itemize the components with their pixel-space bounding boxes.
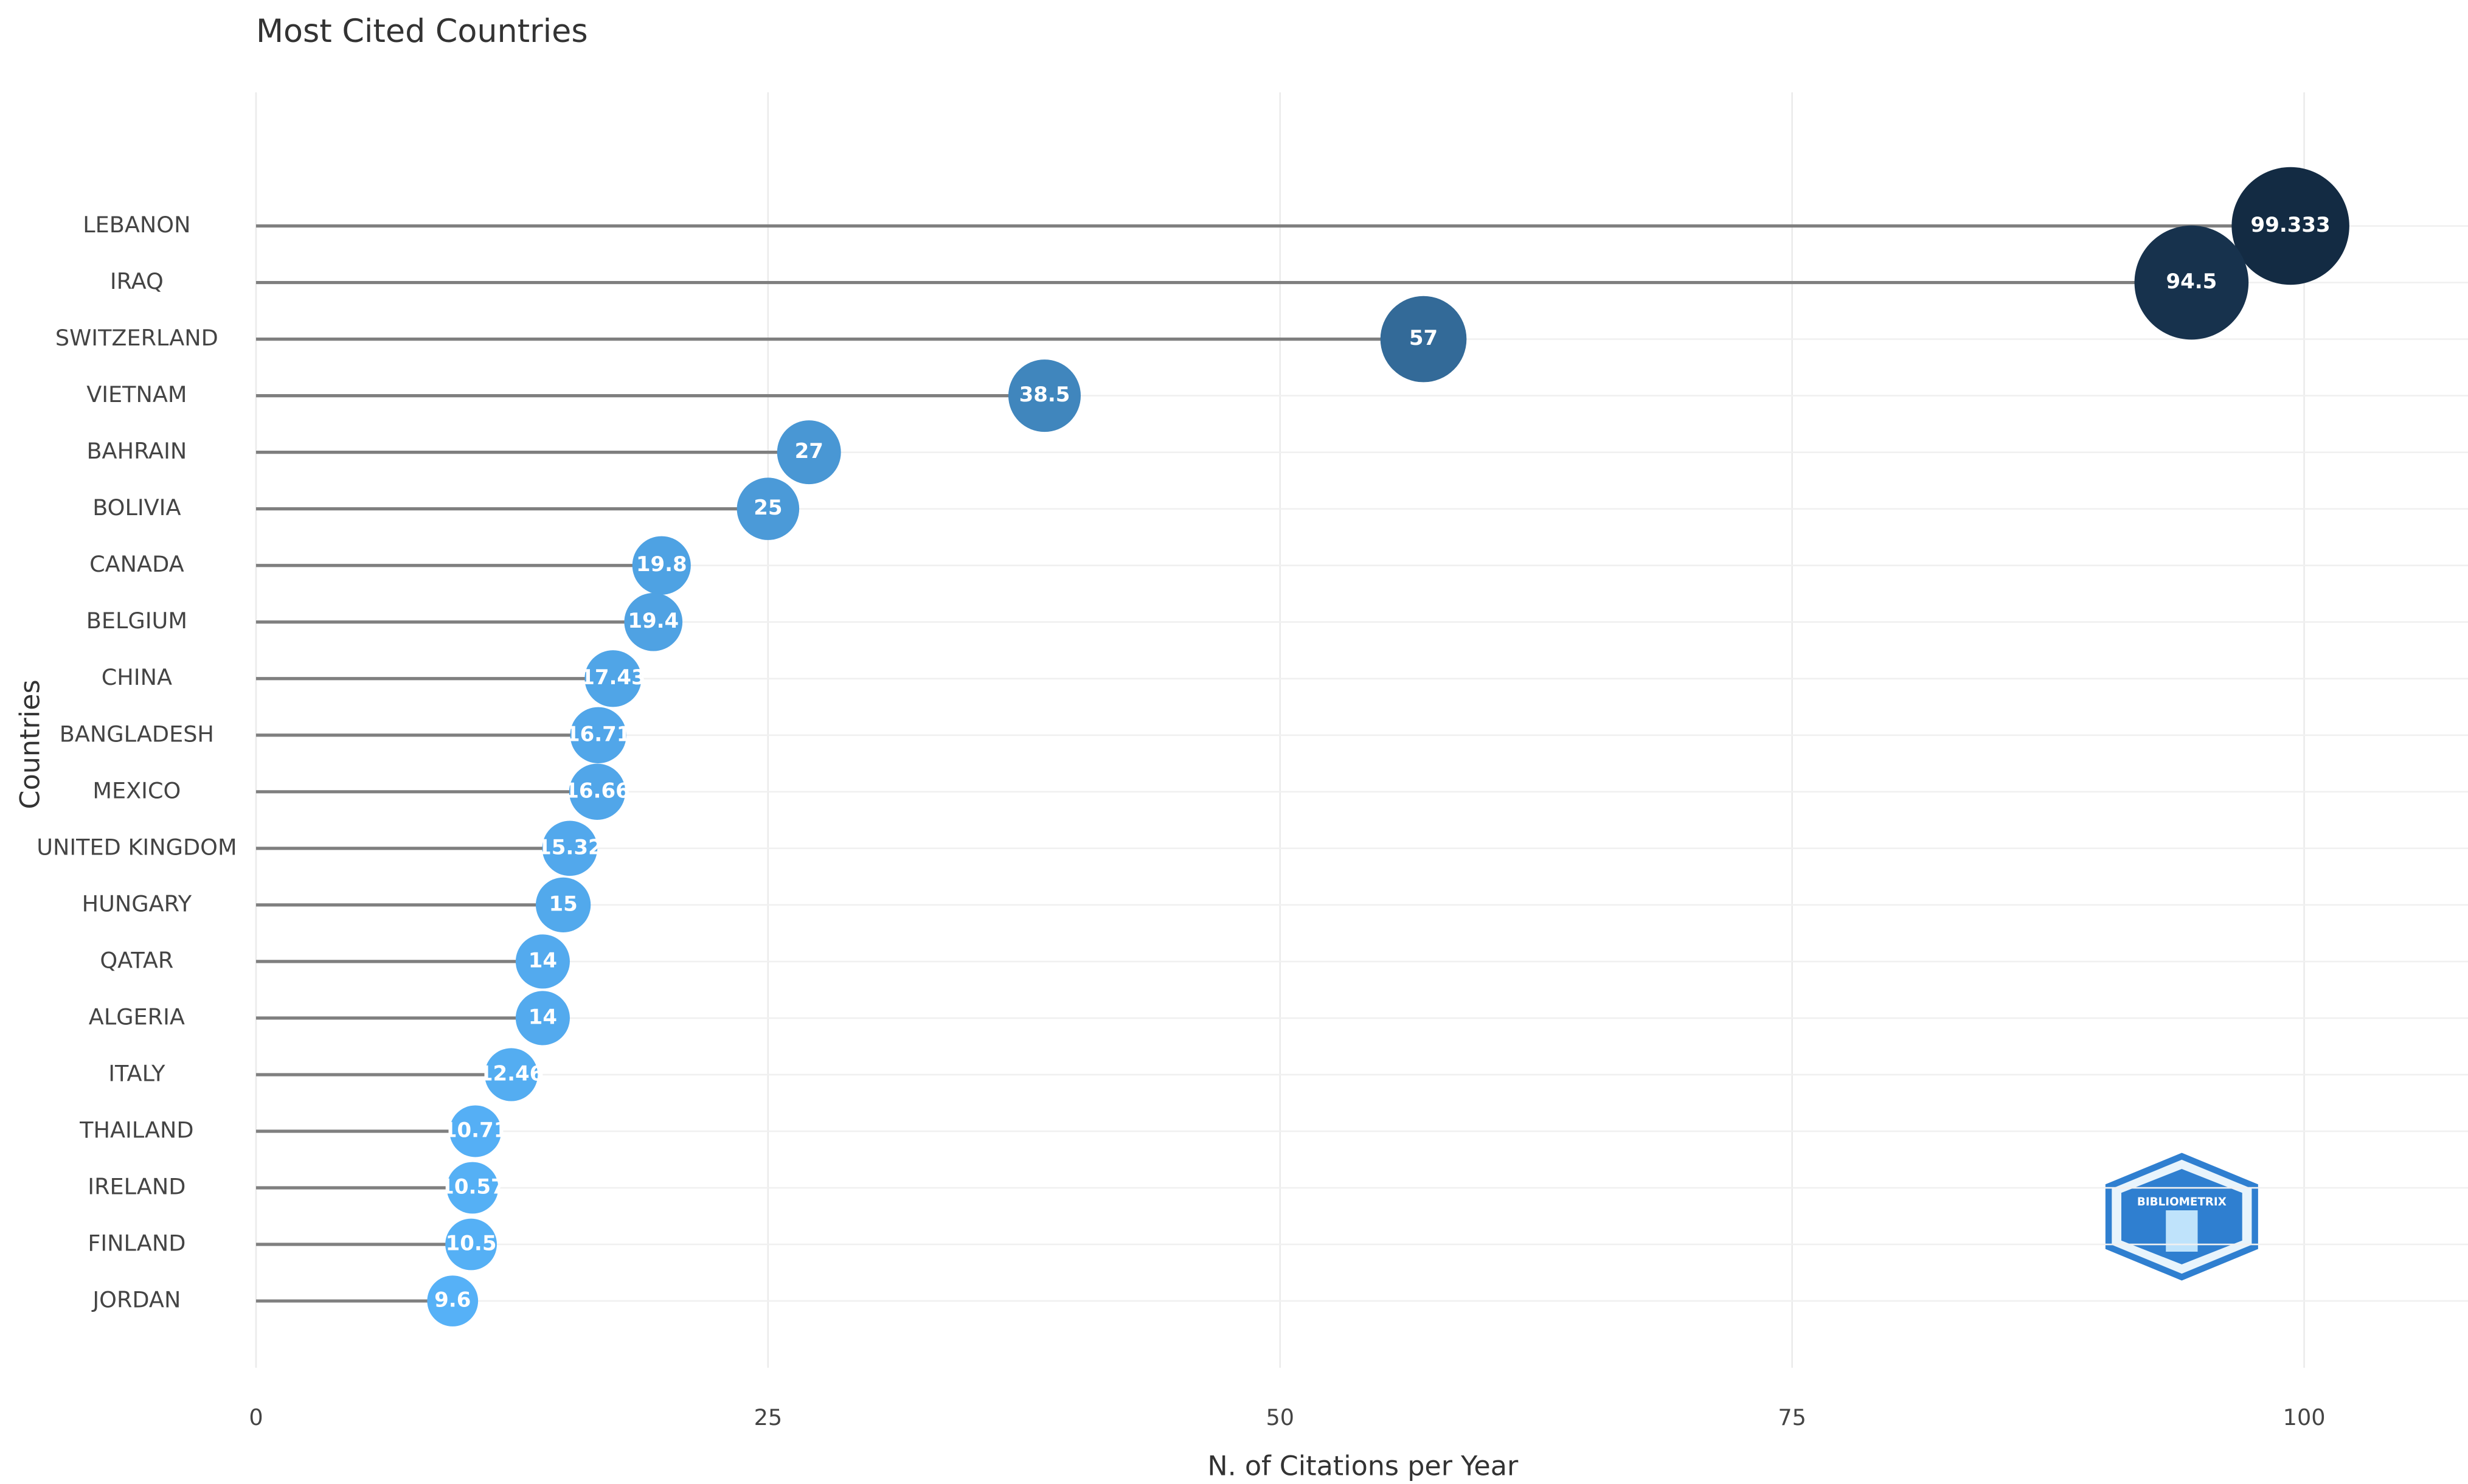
value-label: 17.43	[580, 665, 646, 690]
point	[777, 420, 841, 485]
y-tick-label: CANADA	[89, 551, 184, 577]
logo: BIBLIOMETRIX	[2105, 1153, 2258, 1281]
point	[624, 592, 683, 651]
point	[584, 650, 642, 707]
y-tick-label: BAHRAIN	[86, 438, 187, 464]
y-tick-label: JORDAN	[91, 1287, 181, 1313]
value-label: 57	[1409, 326, 1438, 350]
y-axis-label: Countries	[15, 679, 46, 809]
x-axis-label: N. of Citations per Year	[1207, 1451, 1519, 1482]
point	[1380, 296, 1467, 383]
y-tick-label: IRAQ	[110, 268, 164, 294]
x-tick-label: 0	[249, 1404, 263, 1430]
value-label: 15	[549, 892, 577, 916]
x-tick-label: 75	[1778, 1404, 1806, 1430]
value-label: 38.5	[1019, 383, 1070, 407]
point	[515, 991, 570, 1045]
y-tick-label: FINLAND	[88, 1230, 185, 1257]
point	[446, 1162, 499, 1214]
point	[445, 1218, 497, 1271]
y-tick-label: SWITZERLAND	[55, 325, 218, 351]
point	[449, 1105, 502, 1157]
point	[2134, 225, 2249, 340]
y-tick-label: THAILAND	[79, 1117, 194, 1143]
value-label: 10.5	[446, 1232, 497, 1256]
y-tick-label: CHINA	[102, 664, 172, 690]
y-tick-label: VIETNAM	[86, 381, 187, 407]
point	[632, 536, 691, 595]
value-label: 15.32	[537, 835, 603, 859]
value-label: 16.66	[564, 778, 630, 803]
point	[737, 477, 800, 540]
value-label: 27	[795, 439, 823, 463]
y-tick-label: ITALY	[108, 1060, 165, 1086]
y-tick-label: QATAR	[100, 947, 173, 973]
y-tick-label: MEXICO	[92, 777, 181, 803]
y-tick-label: LEBANON	[83, 212, 190, 238]
value-label: 9.6	[434, 1288, 471, 1312]
point	[569, 763, 626, 820]
point	[427, 1275, 479, 1326]
y-tick-label: IRELAND	[88, 1174, 185, 1200]
logo-text: BIBLIOMETRIX	[2137, 1196, 2227, 1208]
point	[542, 820, 598, 876]
chart-title: Most Cited Countries	[256, 13, 588, 50]
value-label: 94.5	[2166, 269, 2217, 294]
value-label: 12.46	[479, 1061, 544, 1086]
value-label: 16.71	[566, 722, 631, 746]
value-label: 25	[754, 496, 782, 520]
value-label: 19.4	[628, 609, 679, 633]
point	[484, 1048, 538, 1101]
value-label: 10.57	[440, 1175, 505, 1199]
point	[515, 934, 570, 989]
point	[2231, 167, 2349, 285]
point	[535, 877, 591, 933]
x-tick-label: 100	[2283, 1404, 2326, 1430]
value-label: 14	[529, 948, 557, 973]
y-tick-label: ALGERIA	[89, 1004, 185, 1030]
value-label: 10.71	[443, 1118, 508, 1142]
x-tick-label: 50	[1266, 1404, 1294, 1430]
y-tick-label: BELGIUM	[86, 608, 187, 634]
y-tick-label: UNITED KINGDOM	[36, 834, 237, 860]
y-tick-label: HUNGARY	[82, 890, 192, 917]
point	[1008, 359, 1081, 432]
y-tick-label: BANGLADESH	[60, 721, 214, 747]
point	[570, 707, 626, 763]
y-tick-label: BOLIVIA	[92, 494, 181, 521]
x-tick-label: 25	[754, 1404, 783, 1430]
value-label: 14	[529, 1005, 557, 1029]
value-label: 19.8	[636, 552, 687, 577]
value-label: 99.333	[2251, 213, 2331, 237]
